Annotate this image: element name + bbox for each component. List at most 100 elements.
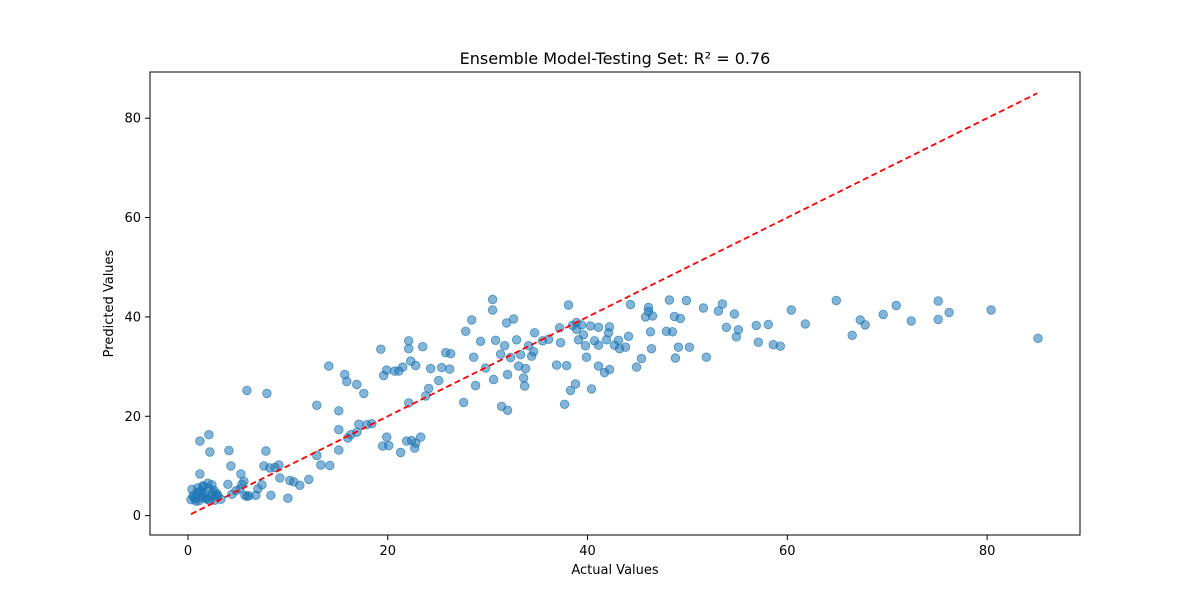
data-point: [847, 330, 857, 341]
data-point: [316, 460, 326, 470]
data-point: [551, 360, 562, 370]
data-point: [775, 341, 786, 351]
data-point: [1033, 333, 1043, 344]
data-point: [515, 350, 526, 360]
data-point: [763, 319, 774, 330]
data-point: [295, 480, 305, 491]
data-point: [223, 479, 233, 490]
data-point: [382, 432, 392, 442]
y-tick-label: 40: [124, 310, 141, 325]
data-point: [508, 314, 519, 324]
plot-frame: [149, 71, 1081, 536]
data-point: [570, 379, 581, 389]
data-point: [520, 363, 531, 374]
data-point: [518, 373, 529, 383]
data-point: [426, 363, 436, 374]
data-point: [445, 364, 455, 374]
y-tick-label: 20: [124, 410, 141, 425]
data-point: [495, 349, 506, 359]
data-point: [673, 342, 684, 352]
data-point: [352, 379, 362, 390]
data-point: [334, 425, 344, 435]
data-point: [528, 347, 539, 357]
data-point: [751, 320, 762, 331]
data-point: [312, 400, 322, 411]
data-point: [283, 493, 293, 503]
data-point: [488, 374, 499, 385]
data-point: [461, 326, 471, 337]
data-point: [502, 405, 513, 416]
data-point: [475, 336, 486, 347]
data-point: [684, 342, 695, 352]
data-point: [701, 352, 712, 362]
data-point: [860, 320, 870, 330]
data-point: [198, 481, 208, 491]
data-point: [604, 364, 615, 375]
x-tick-label: 20: [379, 544, 396, 559]
data-point: [437, 362, 447, 373]
data-point: [519, 381, 530, 391]
data-point: [501, 318, 512, 328]
data-point: [434, 375, 444, 386]
y-tick-label: 60: [124, 211, 141, 226]
data-point: [384, 440, 394, 451]
data-point: [446, 349, 456, 359]
data-point: [933, 296, 943, 306]
data-point: [646, 344, 657, 354]
data-point: [502, 369, 513, 380]
data-point: [354, 419, 364, 429]
data-point: [511, 335, 522, 345]
data-point: [721, 322, 732, 333]
data-point: [986, 305, 996, 315]
data-point: [195, 436, 205, 446]
data-point: [195, 469, 205, 479]
data-point: [733, 325, 744, 335]
data-point: [529, 328, 540, 338]
data-point: [933, 314, 943, 325]
data-point: [242, 385, 252, 396]
data-point: [604, 322, 615, 332]
data-point: [698, 303, 709, 313]
data-point: [580, 341, 591, 351]
data-point: [585, 321, 596, 331]
data-point: [800, 319, 811, 329]
data-point: [645, 327, 656, 337]
data-point: [786, 305, 797, 315]
data-point: [324, 361, 334, 371]
data-point: [831, 295, 842, 306]
data-point: [404, 344, 414, 354]
data-point: [467, 315, 477, 325]
data-point: [304, 474, 314, 485]
data-point: [204, 430, 214, 440]
data-point: [274, 460, 284, 470]
data-point: [418, 342, 428, 352]
data-point: [262, 388, 272, 399]
data-point: [411, 360, 421, 371]
data-point: [257, 480, 267, 490]
data-point: [620, 342, 631, 352]
data-point: [359, 388, 369, 399]
data-point: [593, 340, 604, 350]
data-point: [376, 344, 386, 354]
y-axis-label: Predicted Values: [102, 249, 117, 357]
data-point: [224, 445, 234, 456]
data-point: [906, 316, 916, 326]
data-point: [416, 432, 426, 442]
data-point: [342, 376, 352, 387]
data-point: [717, 299, 728, 309]
data-point: [586, 384, 597, 394]
data-point: [636, 353, 647, 364]
y-axis: 0 20 40 60 80: [124, 112, 150, 524]
data-point: [643, 302, 654, 313]
x-axis-label: Actual Values: [571, 563, 659, 578]
data-point: [487, 294, 498, 305]
data-point: [647, 311, 658, 321]
data-point: [625, 299, 636, 310]
data-point: [670, 353, 681, 363]
data-point: [664, 295, 675, 305]
data-point: [944, 307, 954, 318]
data-point: [487, 305, 498, 315]
data-point: [713, 306, 724, 316]
x-tick-label: 60: [779, 544, 796, 559]
